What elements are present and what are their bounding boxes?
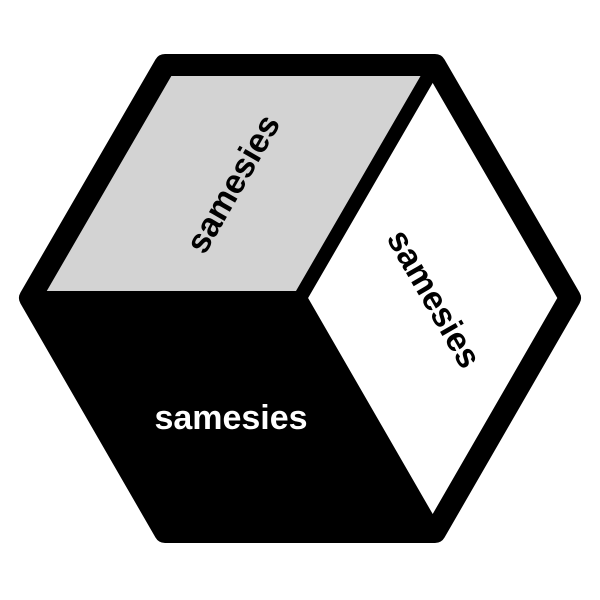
hexagon-outline [19, 54, 581, 543]
front-face-label: samesies [154, 399, 307, 437]
edge-top-right-divider [293, 58, 442, 305]
edge-front-right-divider [293, 291, 442, 539]
